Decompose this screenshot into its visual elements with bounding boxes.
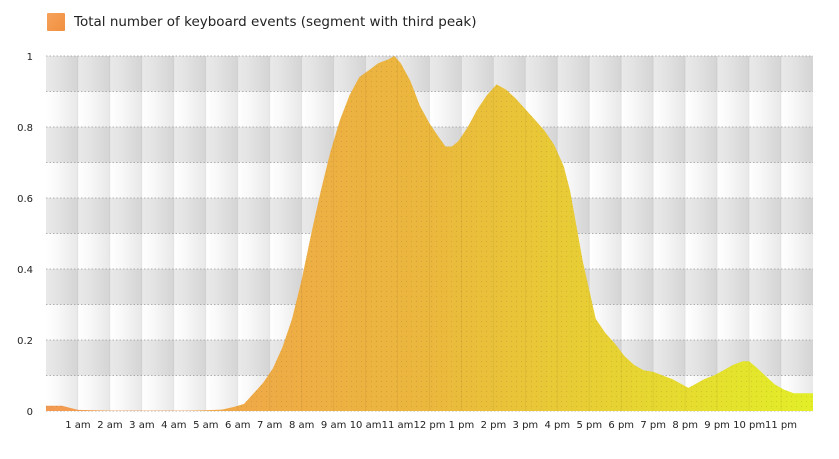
chart-legend: Total number of keyboard events (segment…	[47, 13, 477, 31]
x-tick-label: 8 am	[289, 420, 314, 431]
column-shade	[109, 56, 142, 411]
x-tick-label: 5 am	[193, 420, 218, 431]
y-tick-label: 0.2	[17, 336, 33, 347]
x-tick-label: 10 am	[350, 420, 382, 431]
x-tick-label: 11 pm	[765, 420, 797, 431]
x-tick-label: 6 pm	[608, 420, 634, 431]
y-tick-label: 1	[27, 52, 33, 63]
y-tick-label: 0	[27, 407, 33, 418]
y-tick-label: 0.4	[17, 265, 33, 276]
x-tick-label: 1 am	[65, 420, 90, 431]
x-tick-label: 12 pm	[414, 420, 446, 431]
y-tick-label: 0.6	[17, 194, 33, 205]
x-tick-label: 10 pm	[733, 420, 765, 431]
x-axis-ticks: 1 am 2 am 3 am 4 am 5 am 6 am 7 am 8 am 9 am 10 a…	[65, 420, 797, 431]
x-tick-label: 7 pm	[640, 420, 666, 431]
x-tick-label: 4 pm	[545, 420, 571, 431]
x-tick-label: 7 am	[257, 420, 282, 431]
column-shade	[46, 56, 78, 411]
series-area-texture	[46, 56, 813, 411]
column-shade	[77, 56, 110, 411]
area-layer	[46, 56, 813, 411]
column-shade	[621, 56, 654, 411]
x-tick-label: 2 am	[97, 420, 122, 431]
y-axis-ticks: 0 0.2 0.4 0.6 0.8 1	[17, 52, 33, 418]
x-tick-label: 5 pm	[576, 420, 602, 431]
x-tick-label: 4 am	[161, 420, 186, 431]
column-shade	[781, 56, 813, 411]
x-tick-label: 6 am	[225, 420, 250, 431]
x-tick-label: 8 pm	[672, 420, 698, 431]
x-tick-label: 3 am	[129, 420, 154, 431]
legend-label: Total number of keyboard events (segment…	[74, 14, 477, 30]
x-tick-label: 3 pm	[513, 420, 539, 431]
legend-swatch	[47, 13, 65, 31]
x-tick-label: 2 pm	[481, 420, 507, 431]
x-tick-label: 1 pm	[449, 420, 475, 431]
x-tick-label: 11 am	[382, 420, 414, 431]
y-tick-label: 0.8	[17, 123, 33, 134]
x-tick-label: 9 am	[321, 420, 346, 431]
x-tick-label: 9 pm	[704, 420, 730, 431]
